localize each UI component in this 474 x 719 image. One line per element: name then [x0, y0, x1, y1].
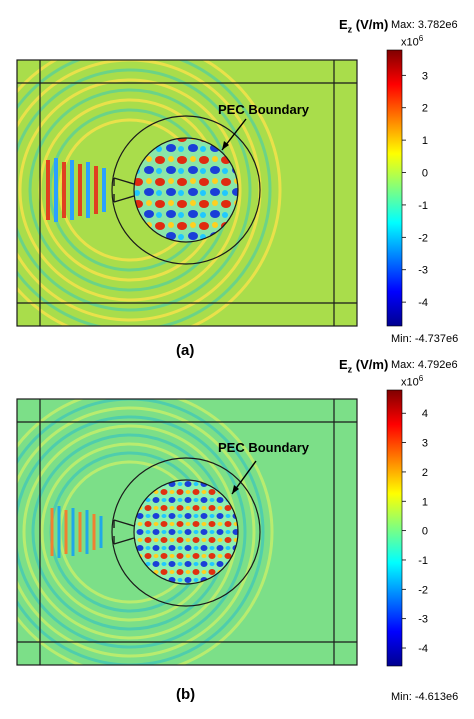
outer-ring-b	[111, 457, 261, 607]
pec-boundary-label-a: PEC Boundary	[218, 102, 310, 117]
colorbar-tick-label: -1	[418, 200, 428, 212]
colorbar-ticks-b: 4 3 2 1 0 -1 -2 -3 -4	[402, 408, 428, 655]
colorbar-tick-label: -3	[418, 614, 428, 626]
colorbar-tick-label: 1	[422, 496, 428, 508]
colorbar-a	[386, 49, 403, 327]
outer-ring-a	[111, 115, 261, 265]
min-value-b: Min: -4.613e6	[391, 691, 459, 703]
colorbar-tick-label: 2	[422, 467, 428, 479]
colorbar-tick-label: -2	[418, 232, 428, 244]
colorbar-tick-label: 0	[422, 168, 428, 180]
pec-arrowhead-a	[222, 141, 229, 150]
colorbar-tick-label: 2	[422, 103, 428, 115]
quantity-label-a: Ez (V/m)	[339, 17, 389, 35]
resonator-field-b	[134, 480, 238, 584]
panel-b: 4 3 2 1 0 -1 -2 -3 -4 Ez (V/m) Max: 4.792e6 x106…	[0, 357, 474, 719]
pec-circle-b	[133, 479, 239, 585]
coupling-slot-b	[113, 519, 135, 545]
colorbar-tick-label: 1	[422, 135, 428, 147]
colorbar-tick-label: -2	[418, 584, 428, 596]
field-plot-b: 4 3 2 1 0 -1 -2 -3 -4	[16, 389, 428, 667]
colorbar-tick-label: 4	[422, 408, 428, 420]
pml-frame-a	[16, 59, 358, 327]
scale-multiplier-b: x106	[401, 374, 424, 389]
scale-multiplier-a: x106	[401, 34, 424, 49]
colorbar-b	[386, 389, 403, 667]
panel-a: 3 2 1 0 -1 -2 -3 -4 Ez (V/m) Max: 3.782e6 x106 …	[16, 17, 459, 359]
resonator-field-a	[134, 138, 238, 242]
pec-circle-a	[133, 137, 239, 243]
colorbar-tick-label: -1	[418, 555, 428, 567]
max-value-b: Max: 4.792e6	[391, 359, 458, 371]
colorbar-tick-label: -3	[418, 265, 428, 277]
colorbar-tick-label: 0	[422, 526, 428, 538]
field-plot-a: 3 2 1 0 -1 -2 -3 -4	[16, 49, 428, 327]
colorbar-tick-label: -4	[418, 643, 428, 655]
colorbar-tick-label: 3	[422, 70, 428, 82]
min-value-a: Min: -4.737e6	[391, 333, 459, 345]
colorbar-tick-label: -4	[418, 297, 428, 309]
panel-label-b: (b)	[176, 686, 196, 703]
pec-arrowhead-b	[232, 485, 239, 494]
colorbar-ticks-a: 3 2 1 0 -1 -2 -3 -4	[402, 70, 428, 309]
colorbar-tick-label: 3	[422, 438, 428, 450]
wave-ripples-a	[17, 60, 282, 326]
quantity-label-b: Ez (V/m)	[339, 357, 389, 375]
pec-boundary-label-b: PEC Boundary	[218, 440, 310, 455]
pml-frame-b	[16, 398, 358, 666]
coupling-slot-a	[113, 177, 135, 203]
max-value-a: Max: 3.782e6	[391, 19, 458, 31]
panel-label-a: (a)	[176, 342, 195, 359]
